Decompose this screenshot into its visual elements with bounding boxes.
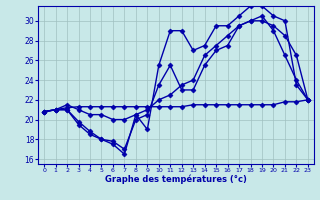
- X-axis label: Graphe des températures (°c): Graphe des températures (°c): [105, 175, 247, 184]
